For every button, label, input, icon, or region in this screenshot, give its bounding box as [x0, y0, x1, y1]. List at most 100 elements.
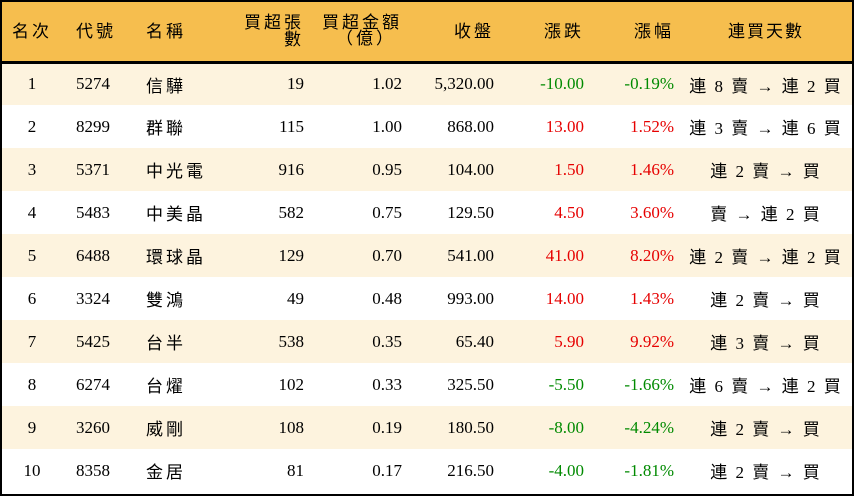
name-cell: 群聯 — [146, 119, 186, 138]
change-pct-cell: 1.43% — [630, 288, 674, 308]
change-cell: -8.00 — [548, 417, 584, 437]
code-cell: 8358 — [76, 460, 110, 480]
name-cell: 金居 — [146, 463, 186, 482]
code-cell: 5274 — [76, 74, 110, 94]
net-buy-lots-cell: 49 — [287, 288, 304, 308]
code-cell: 5371 — [76, 159, 110, 179]
rank-cell: 7 — [27, 331, 37, 351]
close-cell: 541.00 — [447, 245, 494, 265]
table-row: 3 5371 中光電 916 0.95 104.00 1.50 1.46% 連 2 賣 → 買 — [2, 148, 852, 191]
name-cell: 台半 — [146, 334, 186, 353]
net-buy-amount-cell: 0.95 — [372, 159, 402, 179]
table-row: 6 3324 雙鴻 49 0.48 993.00 14.00 1.43% 連 2 賣 → 買 — [2, 277, 852, 320]
change-pct-cell: 1.46% — [630, 159, 674, 179]
close-cell: 104.00 — [447, 159, 494, 179]
change-pct-cell: 1.52% — [630, 116, 674, 136]
streak-cell: 連 2 賣 → 買 — [710, 463, 822, 482]
change-cell: 4.50 — [554, 202, 584, 222]
change-pct-cell: -0.19% — [624, 74, 674, 94]
table-row: 1 5274 信驊 19 1.02 5,320.00 -10.00 -0.19% 連 8 賣 →… — [2, 62, 852, 105]
name-cell: 中光電 — [146, 162, 206, 181]
change-pct-cell: 9.92% — [630, 331, 674, 351]
net-buy-amount-cell: 0.19 — [372, 417, 402, 437]
change-cell: -4.00 — [548, 460, 584, 480]
change-cell: -10.00 — [540, 74, 584, 94]
rank-cell: 8 — [27, 374, 37, 394]
change-cell: 41.00 — [545, 245, 584, 265]
rank-cell: 4 — [27, 202, 37, 222]
rank-cell: 2 — [27, 116, 37, 136]
code-cell: 6488 — [76, 245, 110, 265]
net-buy-amount-cell: 1.02 — [372, 74, 402, 94]
net-buy-lots-cell: 582 — [278, 202, 305, 222]
code-cell: 5483 — [76, 202, 110, 222]
net-buy-lots-cell: 129 — [278, 245, 305, 265]
change-pct-cell: 8.20% — [630, 245, 674, 265]
name-cell: 台燿 — [146, 377, 186, 396]
streak-cell: 連 2 賣 → 買 — [710, 291, 822, 310]
header-streak: 連買天數 — [728, 21, 804, 41]
code-cell: 6274 — [76, 374, 110, 394]
change-cell: -5.50 — [548, 374, 584, 394]
streak-cell: 連 2 賣 → 連 2 買 — [689, 248, 843, 267]
streak-cell: 連 8 賣 → 連 2 買 — [689, 76, 843, 96]
header-name: 名稱 — [146, 21, 186, 41]
code-cell: 5425 — [76, 331, 110, 351]
name-cell: 中美晶 — [146, 205, 206, 224]
table-row: 9 3260 威剛 108 0.19 180.50 -8.00 -4.24% 連 2 賣 → 買 — [2, 406, 852, 449]
header-net-buy-amount: 買超金額 （億） — [310, 2, 408, 62]
close-cell: 65.40 — [455, 331, 494, 351]
change-cell: 5.90 — [554, 331, 584, 351]
net-buy-lots-cell: 538 — [278, 331, 305, 351]
streak-cell: 連 2 賣 → 買 — [710, 162, 822, 181]
net-buy-amount-cell: 0.33 — [372, 374, 402, 394]
rank-cell: 9 — [27, 417, 37, 437]
close-cell: 325.50 — [447, 374, 494, 394]
net-buy-amount-cell: 1.00 — [372, 116, 402, 136]
header-change: 漲跌 — [544, 21, 584, 41]
net-buy-lots-cell: 81 — [287, 460, 304, 480]
net-buy-amount-cell: 0.48 — [372, 288, 402, 308]
rank-cell: 10 — [23, 460, 41, 480]
change-pct-cell: -1.66% — [624, 374, 674, 394]
net-buy-amount-cell: 0.17 — [372, 460, 402, 480]
streak-cell: 賣 → 連 2 買 — [710, 205, 822, 224]
header-close: 收盤 — [454, 21, 494, 41]
table-row: 4 5483 中美晶 582 0.75 129.50 4.50 3.60% 賣 → 連 2 買 — [2, 191, 852, 234]
code-cell: 3324 — [76, 288, 110, 308]
header-net-buy-amount-line1: 買超金額 — [322, 13, 402, 33]
change-pct-cell: -4.24% — [624, 417, 674, 437]
table-row: 7 5425 台半 538 0.35 65.40 5.90 9.92% 連 3 賣 → 買 — [2, 320, 852, 363]
streak-cell: 連 6 賣 → 連 2 買 — [689, 377, 843, 396]
change-cell: 13.00 — [545, 116, 584, 136]
streak-cell: 連 3 賣 → 連 6 買 — [689, 119, 843, 138]
net-buy-lots-cell: 916 — [278, 159, 305, 179]
code-cell: 3260 — [76, 417, 110, 437]
net-buy-lots-cell: 115 — [279, 116, 304, 136]
close-cell: 180.50 — [447, 417, 494, 437]
name-cell: 雙鴻 — [146, 291, 186, 310]
rank-cell: 5 — [27, 245, 37, 265]
close-cell: 216.50 — [447, 460, 494, 480]
change-pct-cell: 3.60% — [630, 202, 674, 222]
close-cell: 129.50 — [447, 202, 494, 222]
table-row: 8 6274 台燿 102 0.33 325.50 -5.50 -1.66% 連 6 賣 → 連… — [2, 363, 852, 406]
close-cell: 868.00 — [447, 116, 494, 136]
net-buy-amount-cell: 0.35 — [372, 331, 402, 351]
table-row: 5 6488 環球晶 129 0.70 541.00 41.00 8.20% 連 2 賣 → 連… — [2, 234, 852, 277]
header-net-buy-lots: 買超張數 — [244, 13, 304, 50]
change-cell: 14.00 — [545, 288, 584, 308]
change-pct-cell: -1.81% — [624, 460, 674, 480]
net-buy-lots-cell: 102 — [278, 374, 305, 394]
table-header-row: 名次 代號 名稱 買超張數 買超金額 （億） 收盤 漲跌 漲幅 連買天數 — [2, 2, 852, 62]
table-row: 2 8299 群聯 115 1.00 868.00 13.00 1.52% 連 3 賣 → 連 … — [2, 105, 852, 148]
close-cell: 993.00 — [447, 288, 494, 308]
name-cell: 環球晶 — [146, 248, 206, 267]
close-cell: 5,320.00 — [434, 74, 495, 94]
streak-cell: 連 2 賣 → 買 — [710, 420, 822, 439]
net-buy-amount-cell: 0.75 — [372, 202, 402, 222]
rank-cell: 6 — [27, 288, 37, 308]
net-buy-amount-cell: 0.70 — [372, 245, 402, 265]
